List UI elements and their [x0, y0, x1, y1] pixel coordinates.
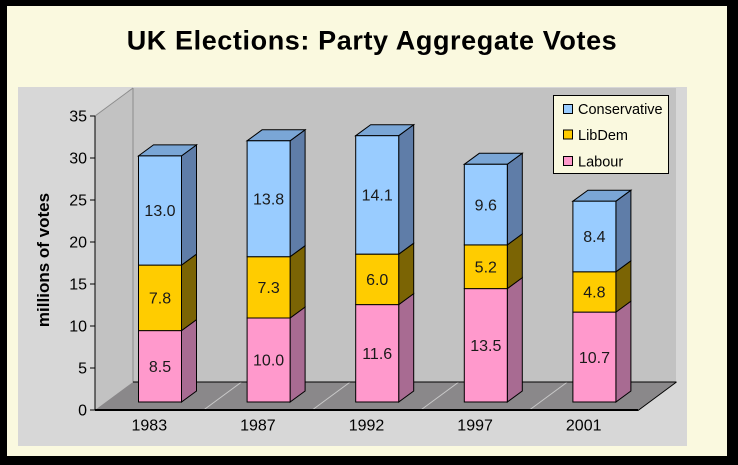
- svg-text:10.7: 10.7: [579, 350, 610, 367]
- svg-text:1997: 1997: [457, 418, 493, 435]
- svg-text:20: 20: [69, 235, 87, 252]
- svg-text:6.0: 6.0: [366, 272, 388, 289]
- svg-text:millions of votes: millions of votes: [34, 193, 53, 327]
- svg-text:1983: 1983: [132, 418, 168, 435]
- svg-text:5: 5: [78, 361, 87, 378]
- svg-text:UK Elections: Party Aggregate: UK Elections: Party Aggregate Votes: [127, 26, 618, 56]
- svg-text:7.3: 7.3: [257, 280, 279, 297]
- svg-text:2001: 2001: [566, 418, 602, 435]
- svg-text:0: 0: [78, 403, 87, 420]
- svg-text:LibDem: LibDem: [578, 128, 628, 144]
- svg-text:13.8: 13.8: [253, 191, 284, 208]
- svg-text:15: 15: [69, 277, 87, 294]
- svg-text:1987: 1987: [240, 418, 276, 435]
- svg-text:8.5: 8.5: [149, 359, 171, 376]
- svg-text:5.2: 5.2: [475, 260, 497, 277]
- svg-text:13.0: 13.0: [144, 203, 175, 220]
- svg-text:7.8: 7.8: [149, 291, 171, 308]
- svg-text:13.5: 13.5: [470, 338, 501, 355]
- svg-text:Conservative: Conservative: [578, 102, 663, 118]
- svg-text:30: 30: [69, 151, 87, 168]
- svg-text:35: 35: [69, 109, 87, 126]
- svg-text:8.4: 8.4: [583, 229, 605, 246]
- svg-text:10: 10: [69, 319, 87, 336]
- svg-text:Labour: Labour: [578, 154, 623, 170]
- svg-text:1992: 1992: [349, 418, 385, 435]
- svg-text:14.1: 14.1: [362, 188, 393, 205]
- svg-text:25: 25: [69, 193, 87, 210]
- svg-text:10.0: 10.0: [253, 353, 284, 370]
- svg-text:4.8: 4.8: [583, 285, 605, 302]
- svg-text:11.6: 11.6: [362, 346, 392, 363]
- svg-text:9.6: 9.6: [475, 197, 497, 214]
